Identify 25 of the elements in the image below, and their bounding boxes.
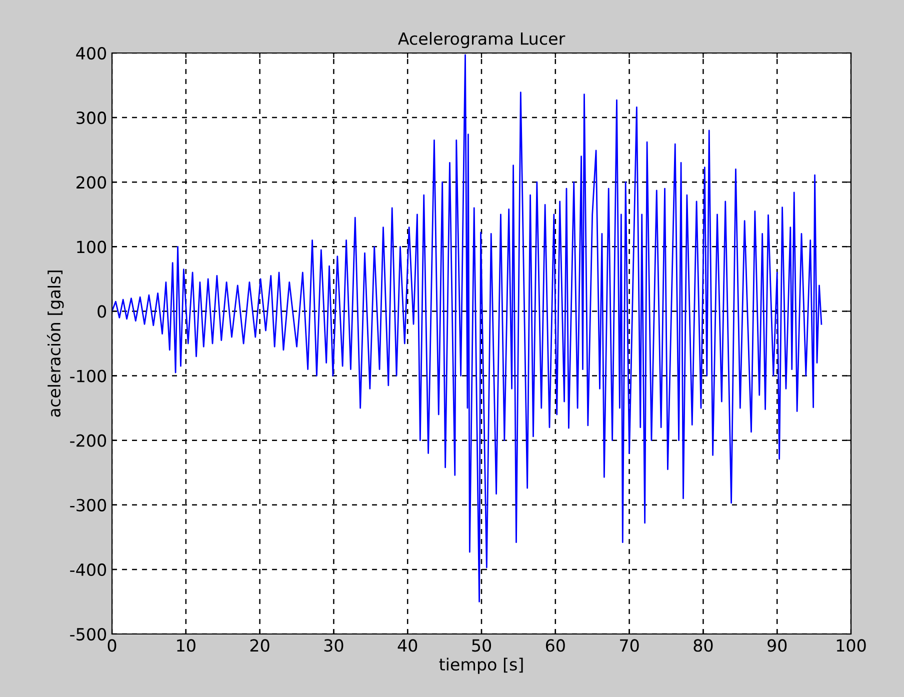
y-tick-label: 0 (98, 305, 106, 318)
y-tick-label: -400 (70, 563, 106, 576)
y-tick-label: 100 (77, 240, 106, 254)
y-axis-title: aceleración [gals] (46, 270, 64, 417)
x-axis-title: tiempo [s] (439, 658, 523, 674)
y-tick-label: 200 (76, 176, 106, 189)
y-tick-label: -300 (70, 498, 106, 512)
x-tick-label: 70 (620, 639, 639, 652)
x-tick-label: 100 (836, 639, 866, 652)
x-tick-label: 30 (324, 639, 344, 652)
x-tick-label: 50 (472, 639, 491, 652)
chart-title: Acelerograma Lucer (398, 32, 566, 48)
x-tick-label: 10 (177, 639, 196, 652)
x-tick-label: 20 (250, 639, 270, 652)
x-tick-label: 90 (768, 639, 787, 652)
x-tick-label: 80 (694, 639, 713, 652)
y-tick-label: -500 (70, 628, 106, 641)
x-tick-label: 0 (108, 639, 116, 652)
y-tick-label: 400 (76, 46, 106, 60)
y-tick-label: -100 (70, 370, 106, 382)
y-tick-label: 300 (76, 112, 106, 124)
x-tick-label: 40 (398, 639, 418, 652)
y-tick-label: -200 (70, 434, 106, 447)
line-series (112, 54, 822, 602)
x-tick-label: 60 (546, 639, 565, 652)
